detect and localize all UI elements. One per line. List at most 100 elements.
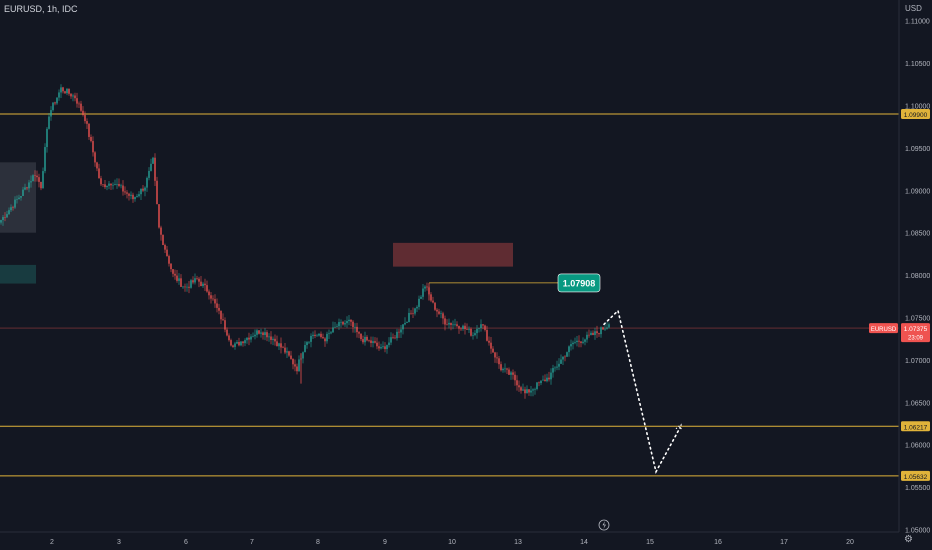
bearish-candle — [484, 325, 486, 330]
bullish-candle — [32, 175, 34, 182]
time-tick-label: 20 — [846, 539, 854, 546]
current-price-label: 1.07375 — [904, 326, 928, 333]
bullish-candle — [316, 335, 318, 337]
bearish-candle — [162, 234, 164, 246]
grey-zone — [0, 162, 36, 233]
bullish-candle — [606, 327, 608, 329]
bearish-candle — [36, 175, 38, 178]
price-tick-label: 1.06500 — [905, 400, 930, 407]
bearish-candle — [88, 123, 90, 137]
bullish-candle — [112, 184, 114, 186]
bearish-candle — [166, 249, 168, 257]
bullish-candle — [244, 340, 246, 344]
bullish-candle — [328, 333, 330, 334]
bullish-candle — [286, 351, 288, 353]
bullish-candle — [144, 187, 146, 191]
bearish-candle — [224, 320, 226, 330]
bearish-candle — [352, 321, 354, 328]
bearish-candle — [208, 291, 210, 296]
time-axis[interactable]: 2 3 6 7 8 9 10 13 14 15 16 17 20 — [50, 539, 854, 546]
bullish-candle — [558, 363, 560, 367]
bearish-candle — [198, 278, 200, 282]
bearish-candle — [384, 346, 386, 350]
current-price-badge — [901, 323, 930, 343]
level-price-label: 1.06217 — [904, 424, 928, 431]
bearish-candle — [290, 355, 292, 359]
bullish-candle — [554, 367, 556, 369]
bullish-candle — [556, 366, 558, 368]
bearish-candle — [368, 340, 370, 342]
price-tick-label: 1.11000 — [905, 19, 930, 26]
price-tick-label: 1.09500 — [905, 146, 930, 153]
bullish-candle — [462, 325, 464, 329]
gear-icon[interactable]: ⚙ — [904, 534, 913, 545]
level-price-label: 1.05632 — [904, 474, 928, 481]
bearish-candle — [446, 324, 448, 326]
level-price-badge — [901, 421, 930, 432]
bearish-candle — [498, 358, 500, 365]
bullish-candle — [306, 342, 308, 346]
bullish-candle — [318, 333, 320, 336]
bullish-candle — [530, 390, 532, 393]
bullish-candle — [246, 337, 248, 341]
bullish-candle — [46, 128, 48, 148]
bullish-candle — [408, 312, 410, 323]
bearish-candle — [394, 337, 396, 339]
price-axis[interactable]: 1.11000 1.10500 1.10000 1.09500 1.09000 1.085… — [905, 19, 930, 535]
lightning-icon[interactable] — [598, 519, 610, 531]
time-tick-label: 2 — [50, 539, 54, 546]
bearish-candle — [470, 328, 472, 336]
bearish-candle — [432, 300, 434, 303]
bearish-candle — [118, 183, 120, 186]
bar-countdown-label: 23:09 — [908, 336, 924, 342]
bearish-candle — [488, 340, 490, 343]
bullish-candle — [66, 88, 68, 94]
bearish-candle — [544, 379, 546, 382]
bullish-candle — [22, 189, 24, 196]
bullish-candle — [424, 286, 426, 289]
bullish-candle — [510, 372, 512, 375]
price-tick-label: 1.05000 — [905, 527, 930, 534]
bearish-candle — [26, 187, 28, 189]
bearish-candle — [360, 333, 362, 340]
bullish-candle — [106, 185, 108, 188]
bearish-candle — [94, 152, 96, 163]
bearish-candle — [292, 358, 294, 365]
bearish-candle — [102, 184, 104, 185]
bearish-candle — [214, 299, 216, 304]
bearish-candle — [262, 332, 264, 335]
bullish-candle — [476, 328, 478, 334]
bearish-candle — [238, 342, 240, 346]
bearish-candle — [124, 191, 126, 193]
bullish-candle — [344, 323, 346, 325]
bullish-candle — [42, 171, 44, 189]
bullish-candle — [600, 327, 602, 335]
bullish-candle — [190, 280, 192, 288]
currency-label: USD — [905, 4, 922, 13]
bearish-candle — [126, 192, 128, 194]
bearish-candle — [520, 387, 522, 391]
bearish-candle — [358, 332, 360, 334]
bearish-candle — [512, 372, 514, 375]
bullish-candle — [584, 339, 586, 342]
bullish-candle — [312, 334, 314, 336]
bearish-candle — [284, 347, 286, 353]
bullish-candle — [28, 182, 30, 189]
bullish-candle — [252, 336, 254, 337]
bullish-candle — [474, 333, 476, 336]
bullish-candle — [382, 346, 384, 348]
bearish-candle — [596, 331, 598, 334]
bearish-candle — [104, 184, 106, 188]
time-tick-label: 15 — [646, 539, 654, 546]
bullish-candle — [480, 324, 482, 329]
bullish-candle — [502, 368, 504, 371]
bearish-candle — [524, 389, 526, 394]
bullish-candle — [194, 278, 196, 283]
bearish-candle — [180, 278, 182, 287]
bearish-candle — [142, 188, 144, 191]
bullish-candle — [108, 183, 110, 186]
bearish-candle — [170, 263, 172, 270]
bearish-candle — [376, 342, 378, 347]
bearish-candle — [392, 337, 394, 338]
